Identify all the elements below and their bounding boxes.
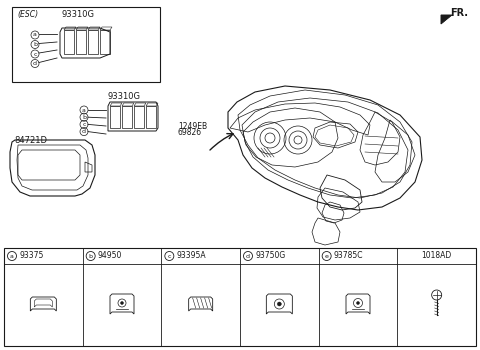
Text: 93750G: 93750G (255, 252, 285, 260)
Bar (76, 30, 86, 54)
Text: 94950: 94950 (97, 252, 122, 260)
Text: e: e (325, 253, 329, 259)
Text: b: b (89, 253, 93, 259)
Circle shape (120, 301, 123, 304)
Text: 93785C: 93785C (334, 252, 363, 260)
Text: 1249EB: 1249EB (178, 122, 207, 131)
Circle shape (357, 301, 360, 304)
Text: b: b (82, 115, 86, 120)
Text: 84721D: 84721D (14, 136, 47, 145)
Text: 69826: 69826 (178, 128, 202, 137)
Text: c: c (33, 51, 37, 56)
Bar (122, 106, 132, 128)
Text: a: a (33, 33, 37, 37)
Bar (64, 30, 74, 54)
Text: 93310G: 93310G (108, 92, 141, 101)
Bar (12, 7, 160, 82)
Text: FR.: FR. (450, 8, 468, 18)
Text: 93310G: 93310G (62, 10, 95, 19)
Polygon shape (441, 15, 452, 24)
Text: a: a (10, 253, 14, 259)
Text: a: a (82, 107, 86, 112)
Bar (110, 106, 120, 128)
Text: d: d (246, 253, 250, 259)
Bar (88, 30, 98, 54)
Circle shape (277, 302, 281, 306)
Text: d: d (33, 61, 37, 66)
Bar (146, 106, 156, 128)
Text: b: b (33, 42, 37, 47)
Text: c: c (82, 122, 86, 127)
Text: d: d (82, 129, 86, 134)
Text: 93395A: 93395A (176, 252, 206, 260)
Bar (100, 30, 110, 54)
Text: (ESC): (ESC) (17, 10, 38, 19)
Text: 1018AD: 1018AD (421, 252, 452, 260)
Bar (134, 106, 144, 128)
Text: c: c (168, 253, 171, 259)
Bar (4, 248, 476, 346)
Text: 93375: 93375 (19, 252, 43, 260)
